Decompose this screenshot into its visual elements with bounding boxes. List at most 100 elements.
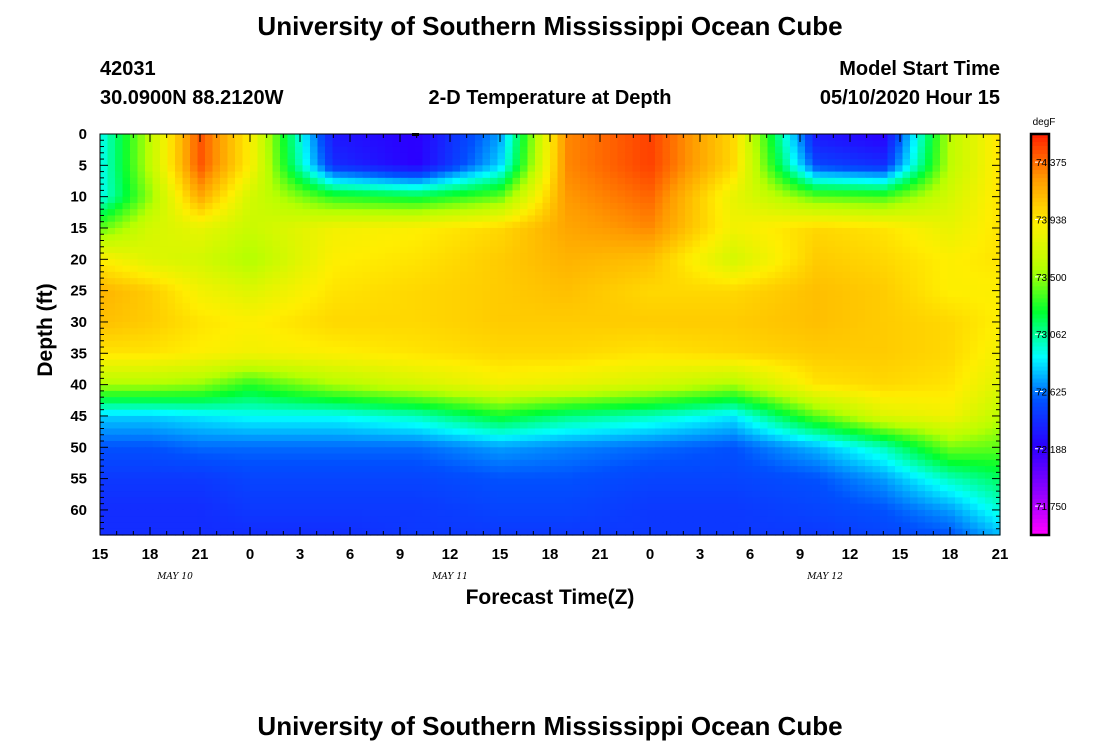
heatmap-cell: [745, 177, 754, 185]
heatmap-cell: [550, 146, 559, 154]
heatmap-cell: [272, 177, 281, 185]
heatmap-cell: [610, 196, 619, 204]
heatmap-cell: [662, 353, 671, 361]
heatmap-cell: [962, 359, 971, 367]
heatmap-cell: [752, 209, 761, 217]
heatmap-cell: [460, 221, 469, 229]
heatmap-cell: [677, 246, 686, 254]
heatmap-cell: [520, 309, 529, 317]
heatmap-cell: [962, 234, 971, 242]
heatmap-cell: [430, 209, 439, 217]
heatmap-cell: [767, 240, 776, 248]
heatmap-cell: [782, 146, 791, 154]
heatmap-cell: [535, 328, 544, 336]
heatmap-cell: [782, 190, 791, 198]
heatmap-cell: [332, 246, 341, 254]
heatmap-cell: [325, 209, 334, 217]
heatmap-cell: [107, 253, 116, 260]
heatmap-cell: [160, 253, 169, 260]
heatmap-cell: [827, 265, 836, 273]
heatmap-cell: [107, 215, 116, 223]
heatmap-cell: [835, 240, 844, 248]
heatmap-cell: [775, 321, 784, 329]
heatmap-cell: [595, 134, 604, 141]
heatmap-cell: [917, 215, 926, 223]
heatmap-cell: [647, 334, 656, 342]
heatmap-cell: [820, 315, 829, 323]
heatmap-cell: [655, 134, 664, 141]
heatmap-cell: [865, 259, 874, 267]
heatmap-cell: [512, 265, 521, 273]
heatmap-cell: [677, 240, 686, 248]
heatmap-cell: [107, 321, 116, 329]
heatmap-cell: [775, 190, 784, 198]
heatmap-cell: [190, 146, 199, 154]
heatmap-cell: [340, 359, 349, 367]
heatmap-cell: [722, 202, 731, 210]
heatmap-cell: [415, 234, 424, 242]
heatmap-cell: [550, 202, 559, 210]
heatmap-cell: [760, 340, 769, 348]
heatmap-cell: [790, 234, 799, 242]
heatmap-cell: [962, 321, 971, 329]
heatmap-cell: [145, 278, 154, 285]
heatmap-cell: [962, 347, 971, 354]
heatmap-cell: [580, 165, 589, 173]
heatmap-cell: [385, 171, 394, 179]
heatmap-cell: [685, 315, 694, 323]
heatmap-cell: [527, 159, 536, 166]
heatmap-cell: [580, 240, 589, 248]
heatmap-cell: [512, 146, 521, 154]
heatmap-cell: [677, 152, 686, 160]
heatmap-cell: [857, 152, 866, 160]
heatmap-cell: [827, 140, 836, 148]
heatmap-cell: [655, 334, 664, 342]
heatmap-cell: [482, 271, 491, 279]
heatmap-cell: [325, 309, 334, 317]
heatmap-cell: [355, 365, 364, 373]
heatmap-cell: [595, 315, 604, 323]
heatmap-cell: [812, 290, 821, 298]
heatmap-cell: [895, 271, 904, 279]
heatmap-cell: [872, 134, 881, 141]
heatmap-cell: [100, 202, 109, 210]
heatmap-cell: [865, 284, 874, 292]
heatmap-cell: [692, 152, 701, 160]
heatmap-cell: [602, 140, 611, 148]
heatmap-cell: [797, 365, 806, 373]
heatmap-cell: [122, 215, 131, 223]
heatmap-cell: [415, 334, 424, 342]
heatmap-cell: [917, 177, 926, 185]
heatmap-cell: [415, 372, 424, 379]
heatmap-cell: [347, 140, 356, 148]
heatmap-cell: [430, 278, 439, 285]
heatmap-cell: [467, 296, 476, 304]
heatmap-cell: [842, 328, 851, 336]
heatmap-cell: [362, 353, 371, 361]
heatmap-cell: [685, 347, 694, 354]
heatmap-cell: [497, 372, 506, 379]
heatmap-cell: [295, 190, 304, 198]
heatmap-cell: [797, 384, 806, 392]
heatmap-cell: [107, 246, 116, 254]
heatmap-cell: [475, 159, 484, 166]
heatmap-cell: [955, 372, 964, 379]
heatmap-cell: [880, 309, 889, 317]
heatmap-cell: [670, 328, 679, 336]
heatmap-cell: [677, 372, 686, 379]
heatmap-cell: [287, 265, 296, 273]
heatmap-cell: [265, 227, 274, 235]
heatmap-cell: [520, 271, 529, 279]
heatmap-cell: [962, 365, 971, 373]
heatmap-cell: [115, 347, 124, 354]
heatmap-cell: [257, 190, 266, 198]
heatmap-cell: [662, 265, 671, 273]
heatmap-cell: [977, 259, 986, 267]
heatmap-cell: [602, 152, 611, 160]
heatmap-cell: [812, 303, 821, 311]
heatmap-cell: [910, 303, 919, 311]
heatmap-cell: [745, 296, 754, 304]
heatmap-cell: [572, 221, 581, 229]
heatmap-cell: [235, 359, 244, 367]
heatmap-cell: [182, 171, 191, 179]
